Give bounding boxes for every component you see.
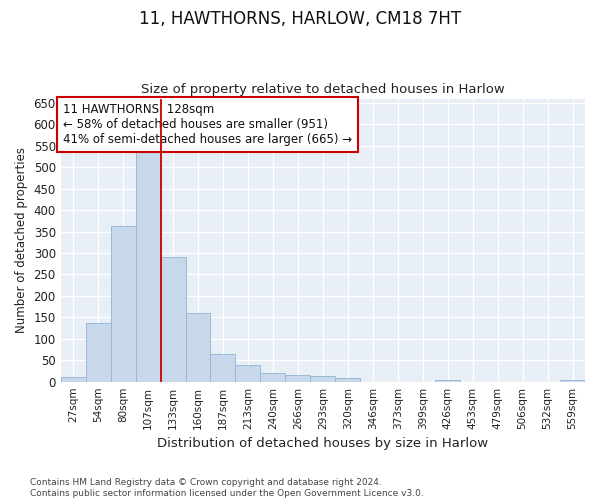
Bar — [211, 354, 235, 382]
Bar — [61, 378, 86, 382]
Bar — [260, 372, 286, 382]
Bar — [560, 380, 585, 382]
Bar — [335, 378, 360, 382]
Bar — [185, 314, 211, 382]
Bar — [435, 380, 460, 382]
Bar — [310, 376, 335, 382]
Y-axis label: Number of detached properties: Number of detached properties — [15, 147, 28, 333]
Title: Size of property relative to detached houses in Harlow: Size of property relative to detached ho… — [141, 83, 505, 96]
Bar — [110, 226, 136, 382]
X-axis label: Distribution of detached houses by size in Harlow: Distribution of detached houses by size … — [157, 437, 488, 450]
Bar — [286, 375, 310, 382]
Bar — [86, 324, 110, 382]
Text: Contains HM Land Registry data © Crown copyright and database right 2024.
Contai: Contains HM Land Registry data © Crown c… — [30, 478, 424, 498]
Text: 11, HAWTHORNS, HARLOW, CM18 7HT: 11, HAWTHORNS, HARLOW, CM18 7HT — [139, 10, 461, 28]
Bar — [235, 365, 260, 382]
Bar — [136, 151, 161, 382]
Bar — [161, 257, 185, 382]
Text: 11 HAWTHORNS: 128sqm
← 58% of detached houses are smaller (951)
41% of semi-deta: 11 HAWTHORNS: 128sqm ← 58% of detached h… — [63, 103, 352, 146]
